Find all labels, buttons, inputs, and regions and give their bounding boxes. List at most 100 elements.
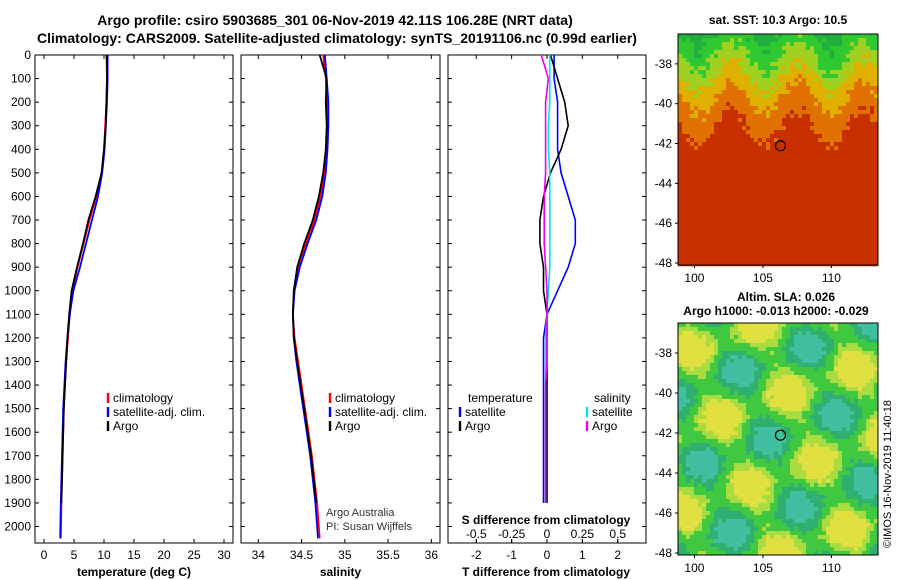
sst-map-cell (726, 126, 731, 131)
sst-map-cell (766, 194, 771, 199)
sst-map-cell (706, 174, 711, 179)
sst-map-cell (782, 178, 787, 183)
sla-map-cell (802, 351, 807, 356)
sla-map-cell (798, 415, 803, 420)
sst-map-cell (682, 106, 687, 111)
sst-map-cell (798, 202, 803, 207)
sst-map-cell (766, 174, 771, 179)
sst-map-cell (714, 234, 719, 239)
sst-map-cell (810, 186, 815, 191)
sla-map-cell (702, 467, 707, 472)
sst-map-cell (802, 214, 807, 219)
sst-map-cell (730, 178, 735, 183)
sla-map-cell (718, 387, 723, 392)
sst-map-cell (730, 94, 735, 99)
sst-map-cell (726, 46, 731, 51)
sla-map-cell (686, 359, 691, 364)
sst-map-cell (682, 130, 687, 135)
sst-map-cell (762, 106, 767, 111)
sla-map-cell (862, 451, 867, 456)
sla-map-cell (846, 435, 851, 440)
sla-map-cell (790, 383, 795, 388)
sst-map-cell (742, 142, 747, 147)
sla-map-cell (710, 383, 715, 388)
sla-map-cell (742, 375, 747, 380)
sla-map-cell (706, 403, 711, 408)
sst-map-cell (758, 110, 763, 115)
sst-map-cell (854, 98, 859, 103)
sst-map-cell (718, 242, 723, 247)
sst-map-cell (778, 174, 783, 179)
sst-map-cell (714, 118, 719, 123)
sla-map-cell (714, 427, 719, 432)
sst-map-cell (858, 170, 863, 175)
sst-map-cell (854, 262, 859, 267)
sla-map-cell (790, 363, 795, 368)
sla-map-cell (834, 459, 839, 464)
sla-map-cell (718, 335, 723, 340)
sst-map-cell (698, 210, 703, 215)
sst-map-y-tick-label: -48 (655, 256, 673, 270)
sst-map-cell (774, 202, 779, 207)
sla-map-cell (806, 435, 811, 440)
sla-map-cell (718, 427, 723, 432)
sst-map-cell (778, 242, 783, 247)
sst-map-cell (794, 178, 799, 183)
sla-map-cell (830, 431, 835, 436)
sla-map-cell (714, 399, 719, 404)
sla-map-cell (686, 383, 691, 388)
sla-map-cell (722, 439, 727, 444)
sst-map-cell (794, 38, 799, 43)
sla-map-cell (726, 367, 731, 372)
sst-map-cell (846, 98, 851, 103)
sla-map-cell (758, 375, 763, 380)
sla-map-cell (758, 439, 763, 444)
sst-map-cell (726, 110, 731, 115)
sst-map-cell (702, 106, 707, 111)
sla-map-cell (698, 419, 703, 424)
sst-map-cell (698, 170, 703, 175)
sst-map-cell (706, 210, 711, 215)
sst-map-cell (798, 78, 803, 83)
sal-x-tick-label: 35.5 (376, 548, 400, 562)
sst-map-cell (838, 178, 843, 183)
sst-map-cell (866, 186, 871, 191)
sla-map-cell (722, 323, 727, 328)
sst-map-cell (718, 94, 723, 99)
sst-map-cell (718, 102, 723, 107)
sla-map-cell (794, 387, 799, 392)
sla-map-cell (794, 367, 799, 372)
sst-map-cell (718, 226, 723, 231)
sst-map-cell (858, 226, 863, 231)
sla-map-cell (770, 331, 775, 336)
sst-map-cell (866, 126, 871, 131)
sst-map-cell (762, 138, 767, 143)
sla-map-cell (858, 359, 863, 364)
sst-map-cell (874, 106, 879, 111)
sst-map-cell (694, 162, 699, 167)
sst-map-cell (770, 230, 775, 235)
sla-map-cell (706, 427, 711, 432)
sst-map-cell (718, 130, 723, 135)
sla-map-cell (806, 347, 811, 352)
sla-map-cell (870, 435, 875, 440)
sst-map-cell (766, 74, 771, 79)
sla-map-cell (854, 343, 859, 348)
sla-map-cell (710, 451, 715, 456)
sla-map-cell (730, 327, 735, 332)
sst-map-cell (830, 82, 835, 87)
sla-map-cell (870, 443, 875, 448)
sla-map-cell (790, 431, 795, 436)
sla-map-cell (690, 335, 695, 340)
sla-map-cell (786, 415, 791, 420)
sst-map-cell (734, 214, 739, 219)
sst-map-cell (706, 126, 711, 131)
sst-map-cell (830, 222, 835, 227)
sst-map-cell (858, 122, 863, 127)
sst-map-cell (858, 202, 863, 207)
sla-map-cell (794, 431, 799, 436)
sla-map-cell (766, 431, 771, 436)
sst-map-cell (746, 50, 751, 55)
sst-map-cell (770, 166, 775, 171)
sla-map-cell (682, 423, 687, 428)
